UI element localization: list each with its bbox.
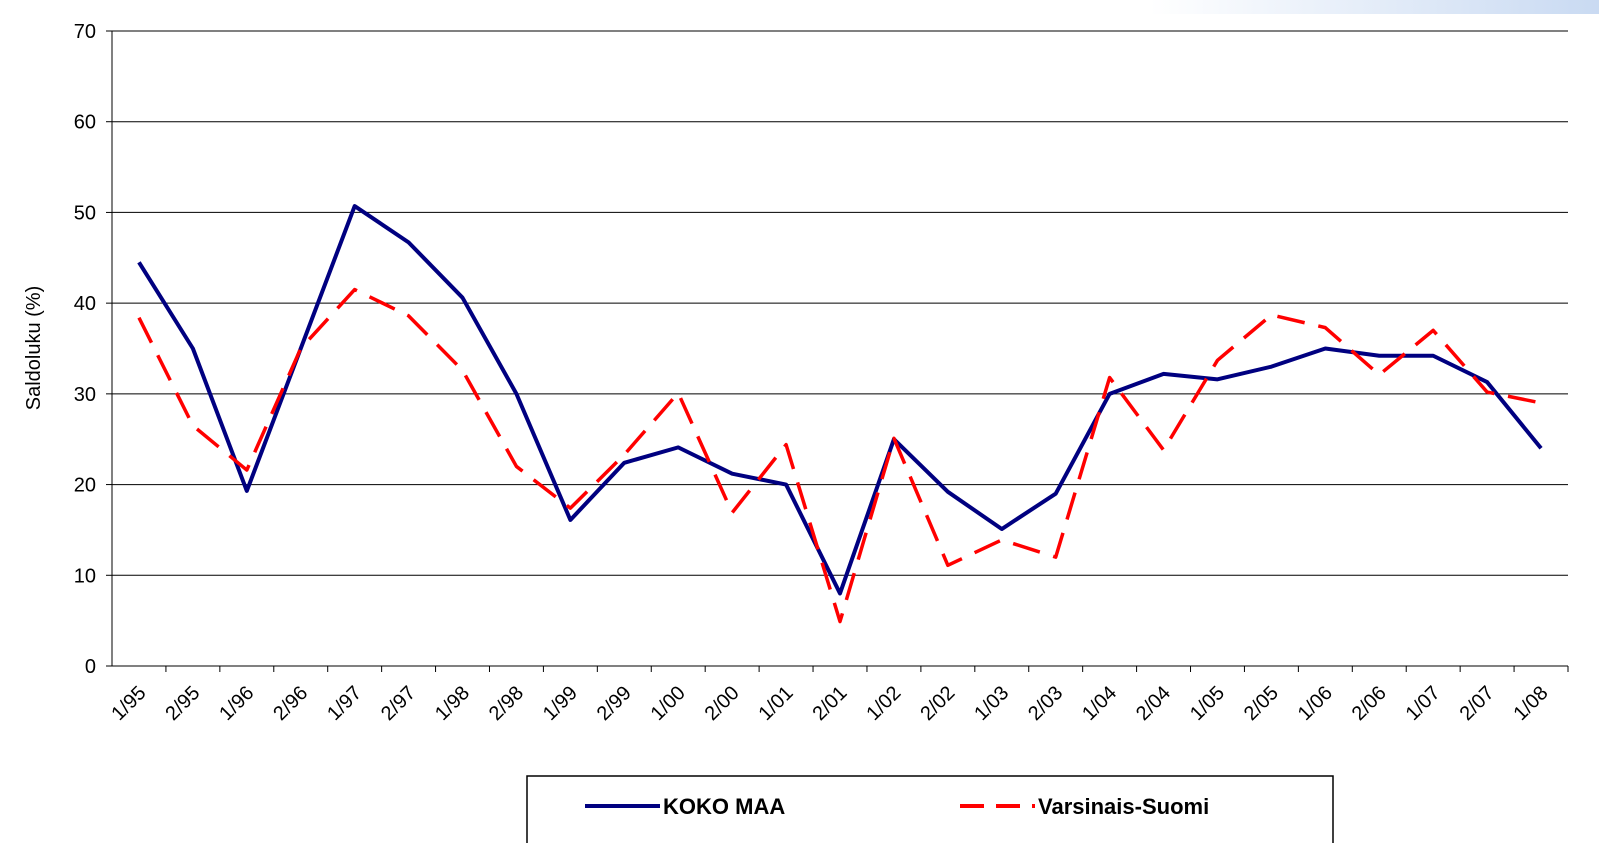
- x-tick-label: 1/04: [1078, 682, 1121, 725]
- x-tick-label: 1/97: [323, 682, 366, 725]
- x-tick-label: 1/95: [107, 682, 150, 725]
- decoration: [1150, 0, 1599, 14]
- x-tick-label: 1/99: [539, 682, 582, 725]
- x-tick-label: 2/04: [1132, 682, 1175, 725]
- x-tick-label: 2/01: [808, 682, 851, 725]
- legend: [526, 775, 1334, 843]
- x-tick-label: 2/99: [593, 682, 636, 725]
- y-tick-label: 20: [74, 475, 96, 497]
- x-tick-label: 1/08: [1509, 682, 1552, 725]
- x-tick-label: 2/03: [1024, 682, 1067, 725]
- x-tick-label: 2/96: [269, 682, 312, 725]
- x-tick-label: 1/06: [1294, 682, 1337, 725]
- y-tick-label: 30: [74, 384, 96, 406]
- x-tick-label: 2/02: [916, 682, 959, 725]
- x-tick-label: 2/95: [161, 682, 204, 725]
- y-axis-title: Saldoluku (%): [23, 286, 45, 411]
- x-tick-label: 2/00: [701, 682, 744, 725]
- y-tick-label: 60: [74, 112, 96, 134]
- x-tick-label: 1/98: [431, 682, 474, 725]
- series-line: [137, 287, 1542, 624]
- x-tick-label: 2/98: [485, 682, 528, 725]
- legend-label: KOKO MAA: [663, 794, 785, 819]
- x-tick-label: 1/05: [1186, 682, 1229, 725]
- x-tick-label: 1/96: [215, 682, 258, 725]
- y-tick-label: 0: [85, 656, 96, 678]
- x-tick-label: 1/01: [755, 682, 798, 725]
- x-tick-label: 2/07: [1456, 682, 1499, 725]
- x-tick-label: 2/05: [1240, 682, 1283, 725]
- x-tick-label: 1/07: [1402, 682, 1445, 725]
- y-tick-label: 50: [74, 202, 96, 224]
- legend-label: Varsinais-Suomi: [1038, 794, 1209, 819]
- y-tick-label: 10: [74, 565, 96, 587]
- x-tick-label: 2/06: [1348, 682, 1391, 725]
- series-line: [137, 204, 1543, 596]
- x-tick-label: 2/97: [377, 682, 420, 725]
- x-tick-label: 1/03: [970, 682, 1013, 725]
- x-tick-label: 1/02: [862, 682, 905, 725]
- y-tick-label: 40: [74, 293, 96, 315]
- x-tick-label: 1/00: [647, 682, 690, 725]
- y-tick-label: 70: [74, 21, 96, 43]
